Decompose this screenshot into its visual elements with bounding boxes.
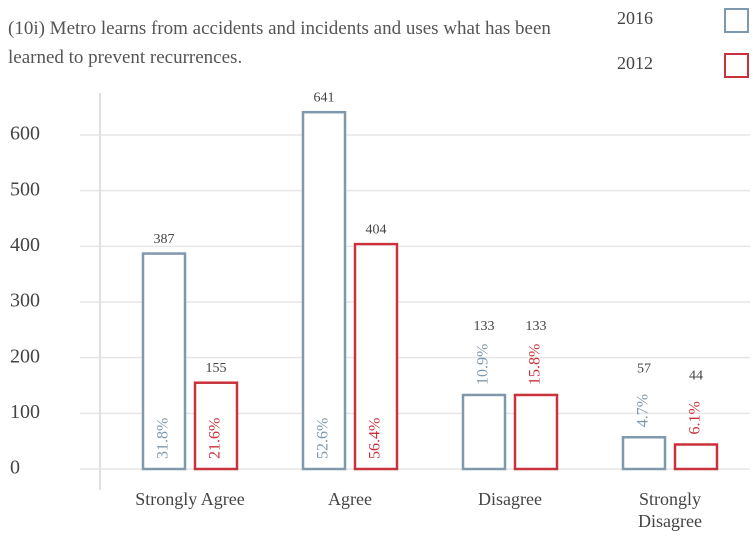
y-tick-label: 0: [10, 457, 20, 479]
percent-label: 10.9%: [475, 344, 492, 385]
value-label: 133: [526, 319, 547, 334]
percent-label: 4.7%: [635, 394, 652, 427]
x-tick-label: Strongly Agree: [135, 489, 245, 509]
x-tick-label: Disagree: [478, 489, 542, 509]
percent-label: 31.8%: [155, 418, 172, 459]
bar: [621, 436, 667, 471]
y-tick-label: 500: [10, 178, 40, 200]
x-tick-label: Strongly Disagree: [638, 489, 702, 531]
value-label: 387: [154, 232, 175, 247]
bar: [353, 242, 399, 471]
bar: [673, 443, 719, 471]
y-tick-label: 400: [10, 234, 40, 256]
legend-label: 2016: [617, 8, 653, 28]
value-label: 155: [206, 361, 227, 376]
value-label: 57: [637, 361, 651, 376]
legend-swatch: [724, 53, 749, 78]
y-tick-label: 600: [10, 123, 40, 145]
value-label: 404: [366, 222, 387, 237]
legend-swatch: [724, 8, 749, 33]
x-tick-label: Agree: [328, 489, 372, 509]
bar: [461, 393, 507, 471]
bar: [141, 252, 187, 471]
bar: [193, 381, 239, 471]
bar: [301, 110, 347, 471]
y-tick-label: 300: [10, 290, 40, 312]
y-tick-label: 200: [10, 345, 40, 367]
percent-label: 21.6%: [207, 418, 224, 459]
value-label: 641: [314, 90, 335, 105]
value-label: 133: [474, 319, 495, 334]
y-tick-label: 100: [10, 401, 40, 423]
percent-label: 15.8%: [527, 344, 544, 385]
bar: [513, 393, 559, 471]
chart-title: (10i) Metro learns from accidents and in…: [8, 18, 551, 68]
value-label: 44: [689, 369, 703, 384]
percent-label: 52.6%: [315, 418, 332, 459]
percent-label: 6.1%: [687, 401, 704, 434]
legend-label: 2012: [617, 53, 653, 73]
percent-label: 56.4%: [367, 418, 384, 459]
